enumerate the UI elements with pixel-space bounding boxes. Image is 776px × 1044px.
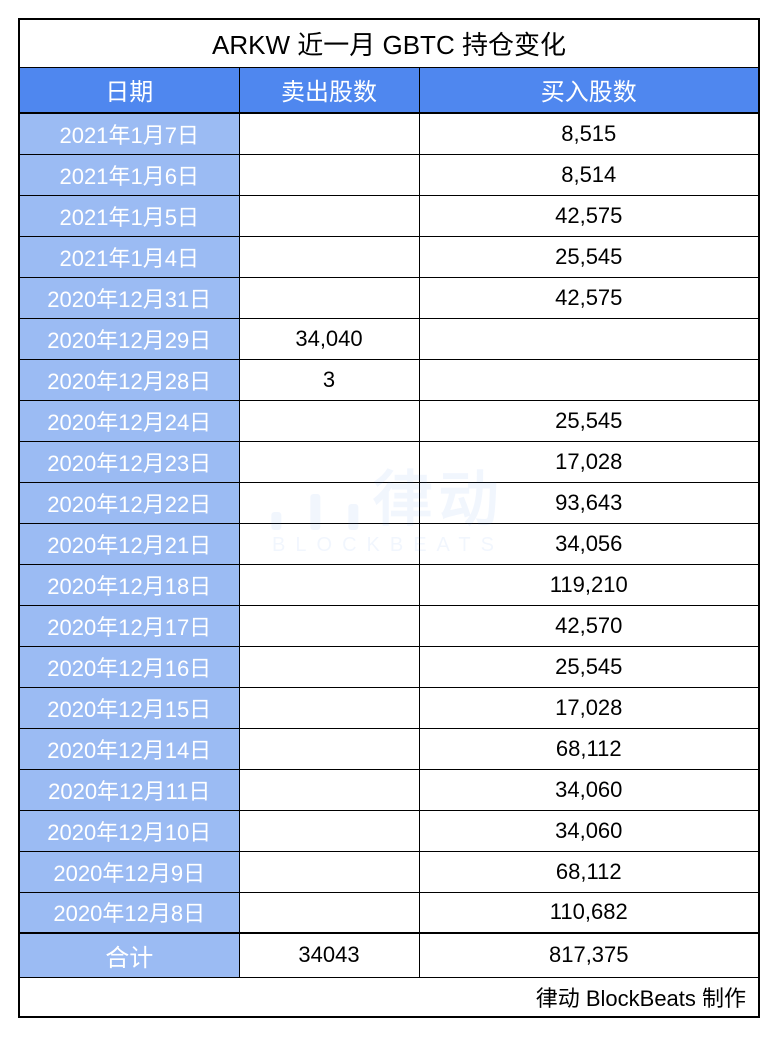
cell-buy: 34,056 — [419, 523, 759, 564]
cell-date: 2020年12月14日 — [19, 728, 239, 769]
cell-sell — [239, 113, 419, 154]
cell-sell — [239, 687, 419, 728]
cell-date: 2021年1月7日 — [19, 113, 239, 154]
cell-buy: 25,545 — [419, 236, 759, 277]
cell-date: 2021年1月6日 — [19, 154, 239, 195]
table-body: 2021年1月7日 8,515 2021年1月6日 8,514 2021年1月5日 42,… — [19, 113, 759, 933]
cell-buy: 17,028 — [419, 441, 759, 482]
cell-buy — [419, 318, 759, 359]
col-buy-header: 买入股数 — [419, 67, 759, 113]
cell-sell — [239, 892, 419, 933]
cell-sell: 3 — [239, 359, 419, 400]
total-buy: 817,375 — [419, 933, 759, 977]
cell-date: 2020年12月18日 — [19, 564, 239, 605]
table-row: 2020年12月17日 42,570 — [19, 605, 759, 646]
table-row: 2020年12月31日 42,575 — [19, 277, 759, 318]
cell-date: 2021年1月4日 — [19, 236, 239, 277]
table-row: 2020年12月29日34,040 — [19, 318, 759, 359]
cell-sell — [239, 851, 419, 892]
cell-buy: 42,575 — [419, 195, 759, 236]
table-row: 2020年12月11日 34,060 — [19, 769, 759, 810]
cell-date: 2020年12月10日 — [19, 810, 239, 851]
table-row: 2020年12月14日 68,112 — [19, 728, 759, 769]
cell-sell — [239, 810, 419, 851]
cell-date: 2020年12月31日 — [19, 277, 239, 318]
table-row: 2020年12月8日 110,682 — [19, 892, 759, 933]
cell-date: 2020年12月23日 — [19, 441, 239, 482]
cell-date: 2020年12月16日 — [19, 646, 239, 687]
cell-buy: 25,545 — [419, 400, 759, 441]
table-row: 2020年12月22日 93,643 — [19, 482, 759, 523]
cell-buy: 68,112 — [419, 728, 759, 769]
table-header-row: 日期 卖出股数 买入股数 — [19, 67, 759, 113]
col-sell-header: 卖出股数 — [239, 67, 419, 113]
cell-buy — [419, 359, 759, 400]
table-row: 2021年1月6日 8,514 — [19, 154, 759, 195]
cell-buy: 34,060 — [419, 810, 759, 851]
cell-sell — [239, 646, 419, 687]
cell-buy: 8,515 — [419, 113, 759, 154]
cell-buy: 34,060 — [419, 769, 759, 810]
cell-date: 2020年12月22日 — [19, 482, 239, 523]
cell-date: 2020年12月9日 — [19, 851, 239, 892]
col-date-header: 日期 — [19, 67, 239, 113]
cell-sell — [239, 605, 419, 646]
cell-sell — [239, 441, 419, 482]
holdings-table: ARKW 近一月 GBTC 持仓变化 日期 卖出股数 买入股数 2021年1月7… — [18, 18, 760, 1018]
table-row: 2020年12月10日 34,060 — [19, 810, 759, 851]
table-row: 2020年12月21日 34,056 — [19, 523, 759, 564]
cell-buy: 119,210 — [419, 564, 759, 605]
cell-buy: 42,575 — [419, 277, 759, 318]
table-row: 2020年12月23日 17,028 — [19, 441, 759, 482]
cell-sell — [239, 154, 419, 195]
cell-date: 2020年12月17日 — [19, 605, 239, 646]
cell-date: 2020年12月28日 — [19, 359, 239, 400]
table-row: 2021年1月5日 42,575 — [19, 195, 759, 236]
table-footer: 律动 BlockBeats 制作 — [19, 977, 759, 1017]
cell-sell — [239, 482, 419, 523]
cell-buy: 17,028 — [419, 687, 759, 728]
cell-buy: 110,682 — [419, 892, 759, 933]
cell-buy: 42,570 — [419, 605, 759, 646]
table-footer-row: 律动 BlockBeats 制作 — [19, 977, 759, 1017]
cell-date: 2020年12月15日 — [19, 687, 239, 728]
table-row: 2021年1月7日 8,515 — [19, 113, 759, 154]
cell-date: 2021年1月5日 — [19, 195, 239, 236]
cell-date: 2020年12月24日 — [19, 400, 239, 441]
table-row: 2021年1月4日 25,545 — [19, 236, 759, 277]
table-row: 2020年12月24日 25,545 — [19, 400, 759, 441]
table-row: 2020年12月9日 68,112 — [19, 851, 759, 892]
table-total-row: 合计 34043 817,375 — [19, 933, 759, 977]
cell-date: 2020年12月21日 — [19, 523, 239, 564]
table-row: 2020年12月18日 119,210 — [19, 564, 759, 605]
table-title-row: ARKW 近一月 GBTC 持仓变化 — [19, 19, 759, 67]
cell-buy: 68,112 — [419, 851, 759, 892]
cell-sell — [239, 564, 419, 605]
cell-buy: 8,514 — [419, 154, 759, 195]
table-row: 2020年12月28日3 — [19, 359, 759, 400]
cell-sell — [239, 728, 419, 769]
table-title: ARKW 近一月 GBTC 持仓变化 — [19, 19, 759, 67]
cell-sell — [239, 400, 419, 441]
total-sell: 34043 — [239, 933, 419, 977]
table-row: 2020年12月16日 25,545 — [19, 646, 759, 687]
cell-date: 2020年12月11日 — [19, 769, 239, 810]
cell-sell — [239, 195, 419, 236]
cell-sell: 34,040 — [239, 318, 419, 359]
cell-sell — [239, 523, 419, 564]
table-row: 2020年12月15日 17,028 — [19, 687, 759, 728]
cell-sell — [239, 277, 419, 318]
cell-sell — [239, 769, 419, 810]
cell-buy: 25,545 — [419, 646, 759, 687]
cell-date: 2020年12月29日 — [19, 318, 239, 359]
cell-buy: 93,643 — [419, 482, 759, 523]
total-label: 合计 — [19, 933, 239, 977]
cell-sell — [239, 236, 419, 277]
cell-date: 2020年12月8日 — [19, 892, 239, 933]
